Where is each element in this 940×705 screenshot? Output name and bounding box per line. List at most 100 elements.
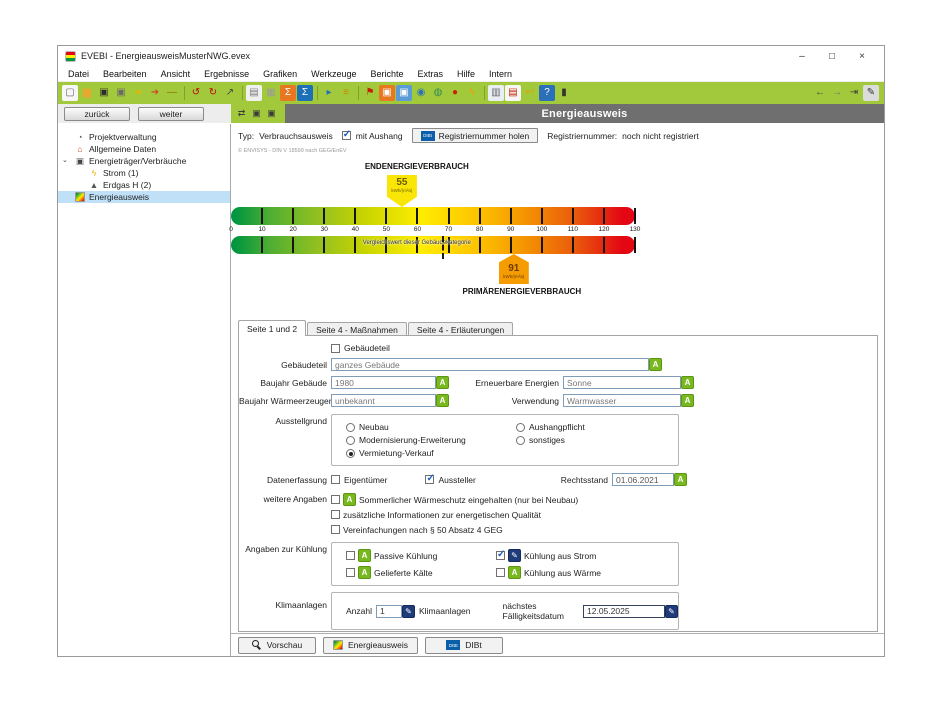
minimize-button[interactable]: – — [799, 50, 805, 62]
maximize-button[interactable]: □ — [828, 50, 836, 62]
menu-werkzeuge[interactable]: Werkzeuge — [311, 68, 357, 79]
close-button[interactable]: × — [859, 50, 865, 62]
search-icon[interactable]: ◉ — [416, 87, 426, 98]
menu-intern[interactable]: Intern — [489, 68, 513, 79]
flag-icon[interactable]: ⚑ — [365, 87, 375, 98]
tab-seite-1-und-2[interactable]: Seite 1 und 2 — [238, 320, 307, 336]
faelligkeit-input[interactable]: 12.05.2025 — [583, 604, 665, 618]
aushang-checkbox[interactable] — [341, 129, 351, 140]
history-end-icon[interactable]: ⇥ — [849, 87, 859, 98]
module-orange-icon[interactable]: ▣ — [379, 85, 395, 101]
certificate-doc-icon[interactable]: ▤ — [505, 85, 521, 101]
globe-icon[interactable]: ◍ — [433, 87, 443, 98]
sidebar-item-allgemeine-daten[interactable]: ⌂ Allgemeine Daten — [58, 143, 230, 155]
tab-seite-4-erl-uterungen[interactable]: Seite 4 - Erläuterungen — [407, 322, 514, 336]
menu-ergebnisse[interactable]: Ergebnisse — [204, 68, 250, 79]
record-icon[interactable]: ● — [451, 87, 459, 98]
radio-vermietung-verkauf[interactable]: Vermietung-Verkauf — [346, 447, 516, 459]
baujahr-waermeerzeuger-input[interactable]: unbekannt — [331, 394, 436, 407]
back-button[interactable]: zurück — [64, 106, 130, 121]
import-icon[interactable]: ➜ — [133, 87, 143, 98]
tab-seite-4-ma-nahmen[interactable]: Seite 4 - Maßnahmen — [307, 322, 407, 336]
save-icon[interactable]: ▣ — [99, 87, 109, 98]
auto-button[interactable]: A — [358, 566, 371, 579]
anzahl-input[interactable]: 1 — [376, 604, 402, 618]
sum-orange-icon[interactable]: Σ — [280, 85, 296, 101]
open-folder-icon[interactable]: ▆ — [83, 87, 91, 98]
menu-ansicht[interactable]: Ansicht — [160, 68, 191, 79]
checkbox-aussteller[interactable]: Aussteller — [425, 473, 476, 486]
sidebar-item-energieausweis[interactable]: Energieausweis — [58, 191, 230, 203]
history-back-icon[interactable]: ← — [815, 87, 825, 98]
pointer-icon[interactable]: ↗ — [225, 87, 235, 98]
menu-bearbeiten[interactable]: Bearbeiten — [103, 68, 147, 79]
sidebar-item-projektverwaltung[interactable]: ◔ Projektverwaltung — [58, 131, 230, 143]
baujahr-gebaeude-auto-button[interactable]: A — [436, 376, 449, 389]
register-number-button[interactable]: DIBt Registriernummer holen — [411, 128, 539, 143]
module-blue-icon[interactable]: ▣ — [396, 85, 412, 101]
rechtsstand-input[interactable]: 01.06.2021 — [612, 473, 674, 486]
gebaeudeteil-input[interactable]: ganzes Gebäude — [331, 358, 649, 371]
erneuerbare-energien-auto-button[interactable]: A — [681, 376, 694, 389]
radio-sonstiges[interactable]: sonstiges — [516, 434, 585, 446]
vorschau-button[interactable]: Vorschau — [238, 636, 316, 654]
export-icon[interactable]: ➜ — [150, 87, 160, 98]
menu-extras[interactable]: Extras — [417, 68, 444, 79]
checkbox-icon[interactable] — [331, 495, 340, 504]
energieausweis-button[interactable]: Energieausweis — [323, 636, 419, 654]
next-button[interactable]: weiter — [138, 106, 204, 121]
copy-icon[interactable]: ▣ — [116, 87, 126, 98]
checkbox-icon[interactable] — [331, 510, 340, 519]
calculation-icon[interactable]: ▸ — [326, 87, 332, 98]
verwendung-input[interactable]: Warmwasser — [563, 394, 681, 407]
redo-icon[interactable]: ↻ — [208, 87, 218, 98]
key-icon[interactable]: — — [167, 87, 177, 98]
verwendung-auto-button[interactable]: A — [681, 394, 694, 407]
list-icon[interactable]: ≡ — [343, 87, 349, 98]
anzahl-edit-button[interactable]: ✎ — [402, 604, 415, 618]
checkbox-icon[interactable] — [331, 525, 340, 534]
chevron-down-icon[interactable]: ⌄ — [62, 157, 68, 164]
auto-button[interactable]: A — [358, 549, 371, 562]
report-icon[interactable]: ▤ — [246, 85, 262, 101]
transfer-icon[interactable]: ⇄ — [237, 108, 246, 118]
edit-mode-icon[interactable]: ✎ — [863, 85, 879, 101]
new-document-icon[interactable]: ▢ — [62, 85, 78, 101]
auto-button[interactable]: A — [343, 493, 356, 506]
save-variant-2-icon[interactable]: ▣ — [267, 108, 276, 118]
auto-button[interactable]: A — [508, 566, 521, 579]
sidebar-item-strom-1-[interactable]: ϟ Strom (1) — [58, 167, 230, 179]
rechtsstand-auto-button[interactable]: A — [674, 473, 687, 486]
faelligkeit-edit-button[interactable]: ✎ — [665, 604, 678, 618]
dibt-button[interactable]: DIBt DIBt — [425, 636, 504, 654]
save-variant-icon[interactable]: ▣ — [252, 108, 261, 118]
radio-modernisierung-erweiterung[interactable]: Modernisierung-Erweiterung — [346, 434, 516, 446]
baujahr-waermeerzeuger-auto-button[interactable]: A — [436, 394, 449, 407]
sidebar-item-erdgas-h-2-[interactable]: ▲ Erdgas H (2) — [58, 179, 230, 191]
checkbox-icon[interactable] — [346, 568, 355, 577]
history-forward-icon[interactable]: → — [832, 87, 842, 98]
grid-icon[interactable]: ▦ — [266, 87, 276, 98]
sidebar-item-energietr-ger-verbr-uche[interactable]: ⌄ ▣ Energieträger/Verbräuche — [58, 155, 230, 167]
radio-neubau[interactable]: Neubau — [346, 421, 516, 433]
lightning-icon[interactable]: ϟ — [469, 87, 475, 98]
dark-doc-icon[interactable]: ▮ — [561, 87, 567, 98]
checkbox-icon[interactable] — [346, 551, 355, 560]
menu-hilfe[interactable]: Hilfe — [457, 68, 476, 79]
checkbox-icon[interactable] — [496, 568, 505, 577]
baujahr-gebaeude-input[interactable]: 1980 — [331, 376, 436, 389]
checkbox-eigent-mer[interactable]: Eigentümer — [331, 474, 387, 486]
menu-grafiken[interactable]: Grafiken — [263, 68, 298, 79]
radio-aushangpflicht[interactable]: Aushangpflicht — [516, 421, 585, 433]
help-icon[interactable]: ? — [539, 85, 555, 101]
menu-datei[interactable]: Datei — [68, 68, 90, 79]
gebaeudeteil-checkbox[interactable] — [331, 343, 340, 353]
menu-berichte[interactable]: Berichte — [370, 68, 404, 79]
window-icon[interactable]: ▥ — [488, 85, 504, 101]
checkbox-icon[interactable] — [496, 549, 505, 560]
edit-button[interactable]: ✎ — [508, 549, 521, 562]
gebaeudeteil-auto-button[interactable]: A — [649, 358, 662, 371]
sum-blue-icon[interactable]: Σ — [297, 85, 313, 101]
erneuerbare-energien-input[interactable]: Sonne — [563, 376, 681, 389]
undo-icon[interactable]: ↺ — [191, 87, 201, 98]
